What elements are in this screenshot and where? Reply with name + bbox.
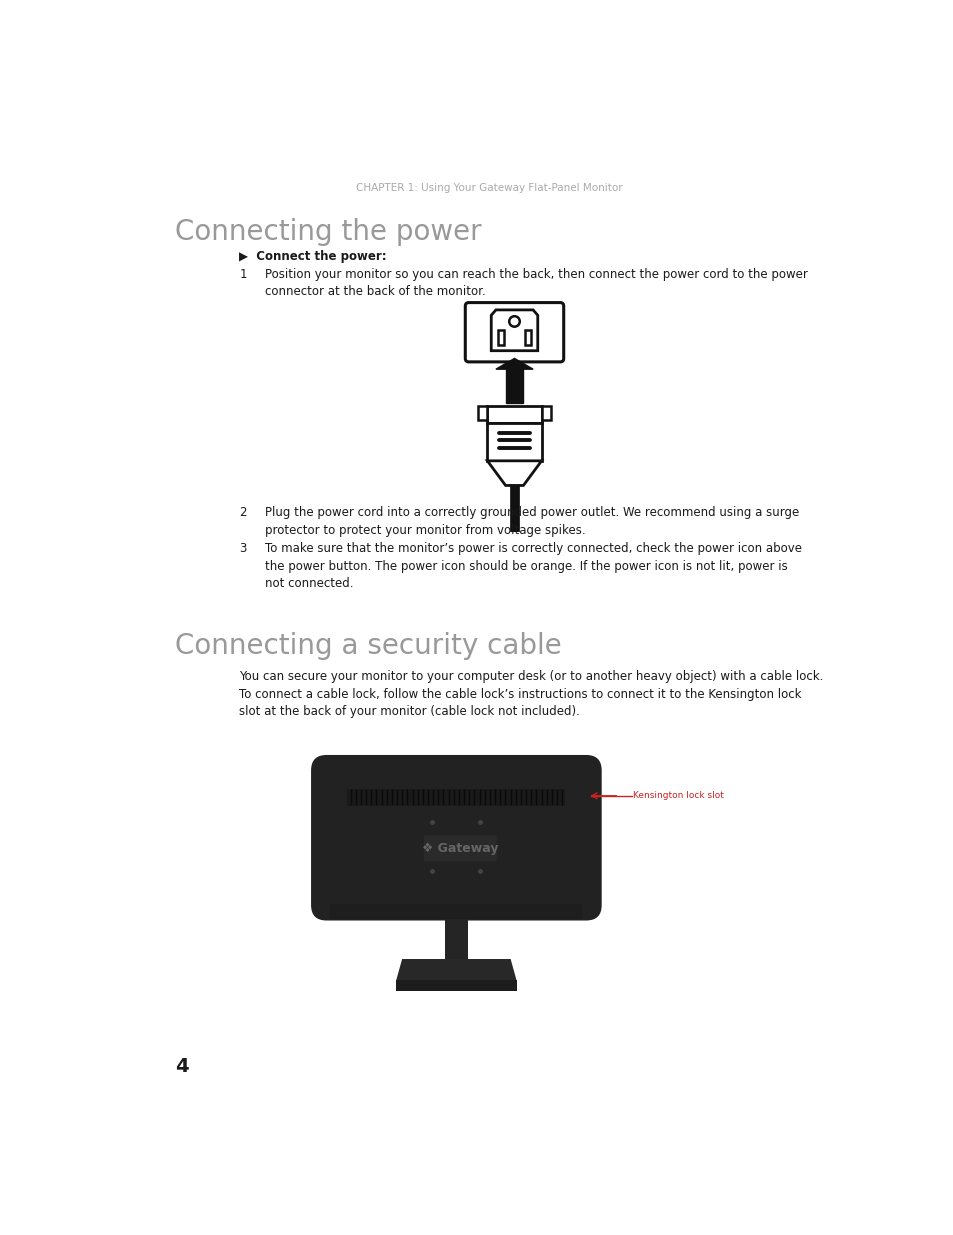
- Text: Plug the power cord into a correctly grounded power outlet. We recommend using a: Plug the power cord into a correctly gro…: [265, 506, 799, 537]
- Bar: [477, 406, 487, 420]
- Text: 3: 3: [239, 542, 247, 556]
- Text: Kensington lock slot: Kensington lock slot: [633, 792, 723, 800]
- FancyBboxPatch shape: [311, 755, 601, 920]
- Polygon shape: [505, 369, 523, 403]
- Text: Connecting the power: Connecting the power: [174, 217, 481, 246]
- Text: 4: 4: [174, 1057, 189, 1076]
- Bar: [497, 330, 503, 346]
- FancyBboxPatch shape: [423, 835, 497, 862]
- Text: You can secure your monitor to your computer desk (or to another heavy object) w: You can secure your monitor to your comp…: [239, 671, 822, 719]
- Text: ❖ Gateway: ❖ Gateway: [421, 842, 498, 855]
- Text: 2: 2: [239, 506, 247, 519]
- Bar: [525, 330, 531, 346]
- Polygon shape: [491, 310, 537, 351]
- Text: 1: 1: [239, 268, 247, 280]
- Bar: [347, 789, 565, 805]
- Text: ▶  Connect the power:: ▶ Connect the power:: [239, 249, 387, 263]
- Bar: [487, 406, 541, 424]
- Bar: [395, 979, 517, 990]
- Polygon shape: [487, 461, 541, 485]
- Polygon shape: [395, 960, 517, 982]
- Circle shape: [509, 316, 519, 327]
- Polygon shape: [496, 358, 533, 369]
- Bar: [444, 919, 468, 960]
- Text: To make sure that the monitor’s power is correctly connected, check the power ic: To make sure that the monitor’s power is…: [265, 542, 801, 590]
- Text: CHAPTER 1: Using Your Gateway Flat-Panel Monitor: CHAPTER 1: Using Your Gateway Flat-Panel…: [355, 183, 621, 193]
- Bar: [541, 406, 550, 420]
- Text: Connecting a security cable: Connecting a security cable: [174, 632, 561, 659]
- Bar: [330, 904, 581, 919]
- Bar: [487, 424, 541, 461]
- FancyBboxPatch shape: [465, 303, 563, 362]
- Text: Position your monitor so you can reach the back, then connect the power cord to : Position your monitor so you can reach t…: [265, 268, 807, 298]
